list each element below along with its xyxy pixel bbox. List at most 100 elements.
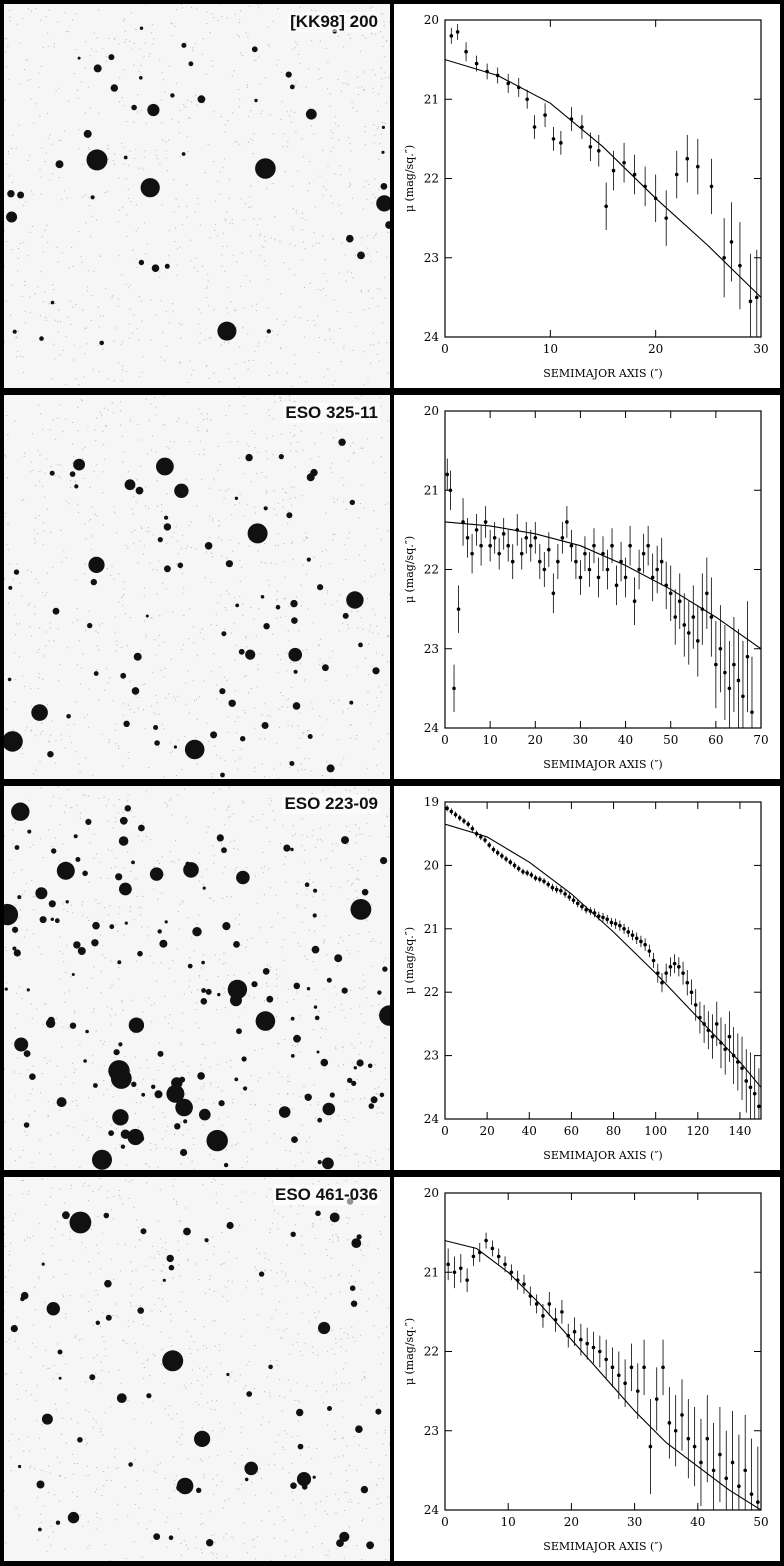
noise-dot — [386, 815, 388, 817]
noise-dot — [215, 1009, 218, 1011]
noise-dot — [30, 635, 32, 637]
noise-dot — [116, 1503, 119, 1505]
noise-dot — [202, 1523, 204, 1525]
noise-dot — [34, 735, 36, 737]
star — [137, 1307, 144, 1314]
noise-dot — [44, 496, 46, 498]
noise-dot — [135, 230, 137, 232]
noise-dot — [114, 153, 116, 155]
noise-dot — [163, 641, 165, 643]
noise-dot — [352, 442, 354, 444]
noise-dot — [377, 1107, 379, 1109]
star — [188, 61, 194, 67]
noise-dot — [157, 1464, 159, 1466]
star — [184, 739, 205, 760]
noise-dot — [145, 253, 147, 255]
star — [124, 805, 131, 812]
noise-dot — [294, 401, 296, 403]
noise-dot — [332, 850, 334, 852]
noise-dot — [314, 930, 316, 932]
noise-dot — [355, 834, 357, 836]
noise-dot — [351, 1326, 353, 1328]
noise-dot — [240, 10, 242, 12]
noise-dot — [129, 906, 132, 908]
noise-dot — [203, 448, 205, 450]
noise-dot — [191, 1369, 194, 1371]
noise-dot — [337, 1498, 340, 1500]
star — [261, 722, 269, 729]
noise-dot — [142, 1286, 144, 1288]
noise-dot — [196, 655, 198, 657]
noise-dot — [84, 563, 86, 565]
noise-dot — [180, 1554, 182, 1556]
noise-dot — [235, 644, 237, 646]
noise-dot — [12, 729, 14, 731]
noise-dot — [182, 901, 184, 903]
data-point — [714, 1022, 719, 1026]
noise-dot — [386, 661, 388, 663]
noise-dot — [287, 698, 290, 700]
noise-dot — [230, 632, 232, 634]
noise-dot — [11, 284, 13, 286]
noise-dot — [157, 1069, 159, 1071]
noise-dot — [7, 434, 9, 436]
noise-dot — [274, 401, 276, 403]
star — [221, 847, 227, 854]
star — [55, 160, 64, 169]
noise-dot — [115, 923, 117, 926]
noise-dot — [201, 478, 203, 480]
noise-dot — [297, 1044, 299, 1046]
data-point — [667, 1421, 672, 1425]
noise-dot — [289, 431, 291, 433]
noise-dot — [362, 208, 364, 210]
noise-dot — [114, 821, 116, 823]
noise-dot — [208, 377, 210, 380]
data-point — [738, 263, 742, 268]
noise-dot — [107, 144, 109, 146]
noise-dot — [118, 43, 120, 45]
noise-dot — [38, 627, 40, 629]
noise-dot — [320, 638, 322, 640]
noise-dot — [329, 1238, 331, 1241]
star — [351, 1080, 357, 1086]
star — [66, 714, 71, 719]
noise-dot — [146, 453, 148, 455]
data-point — [659, 559, 664, 564]
data-point — [693, 1003, 698, 1007]
star — [89, 1374, 96, 1381]
noise-dot — [304, 1343, 306, 1345]
noise-dot — [193, 266, 195, 268]
noise-dot — [284, 491, 286, 493]
noise-dot — [301, 844, 303, 846]
noise-dot — [376, 1432, 379, 1434]
noise-dot — [185, 1310, 187, 1313]
noise-dot — [319, 1218, 321, 1220]
noise-dot — [294, 316, 296, 318]
noise-dot — [189, 957, 191, 959]
noise-dot — [217, 180, 219, 182]
noise-dot — [76, 664, 79, 666]
noise-dot — [81, 904, 83, 906]
star — [119, 882, 132, 896]
noise-dot — [139, 48, 141, 50]
noise-dot — [39, 838, 41, 840]
noise-dot — [31, 225, 34, 228]
noise-dot — [30, 98, 32, 100]
x-axis-label: SEMIMAJOR AXIS (″) — [543, 1149, 662, 1162]
star — [380, 857, 388, 865]
noise-dot — [125, 120, 128, 123]
noise-dot — [364, 855, 366, 857]
panel-row-2: ESO 325-11 0 10 20 30 40 50 60 70 20 21 22 23 24 SEMI… — [0, 391, 784, 782]
noise-dot — [374, 711, 376, 713]
noise-dot — [195, 94, 197, 96]
noise-dot — [342, 1455, 345, 1457]
noise-dot — [340, 361, 342, 363]
noise-dot — [209, 1066, 211, 1068]
noise-dot — [219, 1350, 221, 1352]
noise-dot — [349, 830, 351, 832]
noise-dot — [115, 857, 117, 859]
noise-dot — [165, 1521, 167, 1523]
noise-dot — [140, 526, 142, 528]
noise-dot — [105, 56, 107, 58]
noise-dot — [176, 1201, 178, 1203]
